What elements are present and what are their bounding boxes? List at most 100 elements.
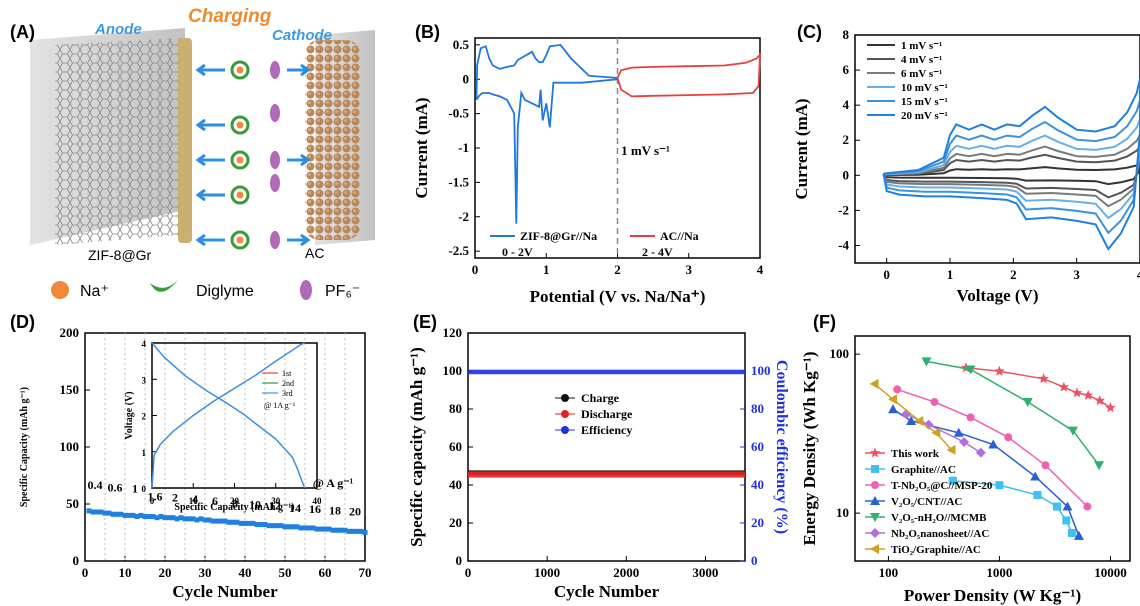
capacity-point (302, 525, 308, 531)
capacity-point (122, 512, 128, 518)
y-tick-label: -0.5 (448, 106, 469, 121)
y2-tick-label: 60 (751, 439, 764, 454)
capacity-point (110, 511, 116, 517)
marker-triangle-left (946, 444, 956, 455)
marker-triangle (1062, 501, 1073, 511)
y2-tick-label: 80 (751, 401, 764, 416)
capacity-point (226, 519, 232, 525)
pf6-ion-icon (270, 61, 280, 79)
capacity-point (262, 522, 268, 528)
panel-label-b: (B) (415, 22, 440, 42)
marker-circle (1041, 461, 1050, 470)
capacity-point (182, 516, 188, 522)
x-tick-label: 10 (119, 565, 132, 580)
capacity-point (194, 517, 200, 523)
capacity-point (242, 520, 248, 526)
capacity-point (234, 519, 240, 525)
anode-label: Anode (94, 21, 142, 38)
legend-label-3: V₂O₅/CNT//AC (891, 496, 962, 508)
left-arrow-icon (195, 188, 225, 202)
capacity-point (346, 528, 352, 534)
rate-label-5: 4 (192, 492, 198, 506)
panel-label-e: (E) (413, 312, 437, 332)
capacity-point (286, 524, 292, 530)
marker-triangle-left (888, 394, 898, 405)
x-axis-label: Cycle Number (554, 582, 660, 601)
x-tick-label: 10 (189, 496, 199, 506)
y2-tick-label: 40 (751, 477, 764, 492)
diglyme-icon (150, 280, 178, 292)
x-tick-label: 0 (472, 262, 479, 277)
y-axis-label: Energy Density (Wh Kg⁻¹) (800, 352, 819, 546)
capacity-point (354, 528, 360, 534)
na-ion-icon (236, 121, 244, 129)
marker-circle (966, 413, 975, 422)
capacity-point (246, 520, 252, 526)
x-tick-label: 0 (465, 565, 472, 580)
capacity-point (290, 524, 296, 530)
x-tick-label: 2 (1010, 267, 1017, 282)
marker-circle (1004, 433, 1013, 442)
y-tick-label: 0 (142, 484, 147, 494)
capacity-point (106, 510, 112, 516)
x-axis-label: Potential (V vs. Na/Na⁺) (530, 287, 706, 306)
marker-diamond (959, 437, 970, 448)
annotation-scan-rate: 1 mV s⁻¹ (621, 143, 670, 158)
x-tick-label: 50 (279, 565, 292, 580)
y-tick-label: 2 (843, 132, 850, 147)
rate-label-6: 6 (212, 494, 218, 508)
capacity-point (86, 508, 92, 514)
right-arrow-icon (287, 63, 311, 77)
marker-star (869, 447, 881, 458)
x-tick-label: 0 (82, 565, 89, 580)
separator (178, 38, 192, 243)
capacity-point (318, 526, 324, 532)
na-ion-icon (51, 281, 69, 299)
x-tick-label: 60 (319, 565, 332, 580)
y-axis-label: Current (mA) (792, 98, 811, 199)
chart-c: 0 1 2 3 4 -4 -2 0 2 4 6 8 Voltage (V) Current (mA) 1 m… (792, 27, 1140, 305)
marker-star (1094, 395, 1105, 406)
panel-label-c: (C) (797, 22, 822, 42)
y2-tick-label: 20 (751, 515, 764, 530)
x-tick-label: 40 (313, 496, 323, 506)
capacity-point (90, 509, 96, 515)
rate-label-11: 16 (309, 502, 321, 516)
capacity-point (266, 523, 272, 529)
panel-label-d: (D) (10, 312, 35, 332)
y-tick-label: -1.5 (448, 174, 469, 189)
marker-triangle (1030, 471, 1041, 481)
legend-label-1: Discharge (581, 407, 633, 421)
x-axis-label: Power Density (W Kg⁻¹) (904, 586, 1081, 605)
left-arrow-icon (195, 233, 225, 247)
capacity-point (218, 518, 224, 524)
capacity-point (134, 514, 140, 520)
capacity-point (294, 524, 300, 530)
band-efficiency (468, 369, 745, 375)
marker-triangle-down (1022, 397, 1033, 407)
right-arrow-icon (287, 153, 311, 167)
capacity-point (362, 530, 368, 535)
capacity-point (282, 524, 288, 530)
rate-label-10: 14 (289, 501, 301, 515)
capacity-point (350, 528, 356, 534)
y-tick-label: 20 (449, 515, 462, 530)
marker-star (1082, 389, 1094, 400)
rate-label-4: 2 (172, 491, 178, 505)
x-tick-label: 3 (1073, 267, 1080, 282)
na-ion-icon (236, 191, 244, 199)
capacity-point (154, 515, 160, 521)
pf6-ion-icon (270, 231, 280, 249)
y-tick-label: 0 (843, 167, 850, 182)
capacity-point (322, 526, 328, 532)
capacity-point (214, 518, 220, 524)
marker-star (960, 362, 972, 373)
capacity-point (206, 517, 212, 523)
chart-f: 100 1000 10000 10 100 Power Density (W Kg⁻¹) E… (800, 335, 1131, 605)
capacity-point (358, 528, 364, 534)
right-arrow-icon (287, 233, 311, 247)
pf6-ion-icon (270, 151, 280, 169)
legend-label-1: AC//Na (660, 229, 699, 243)
legend-label-2: T-Nb₂O₅@C//MSP-20 (891, 480, 993, 492)
y-tick-label: 6 (843, 62, 850, 77)
